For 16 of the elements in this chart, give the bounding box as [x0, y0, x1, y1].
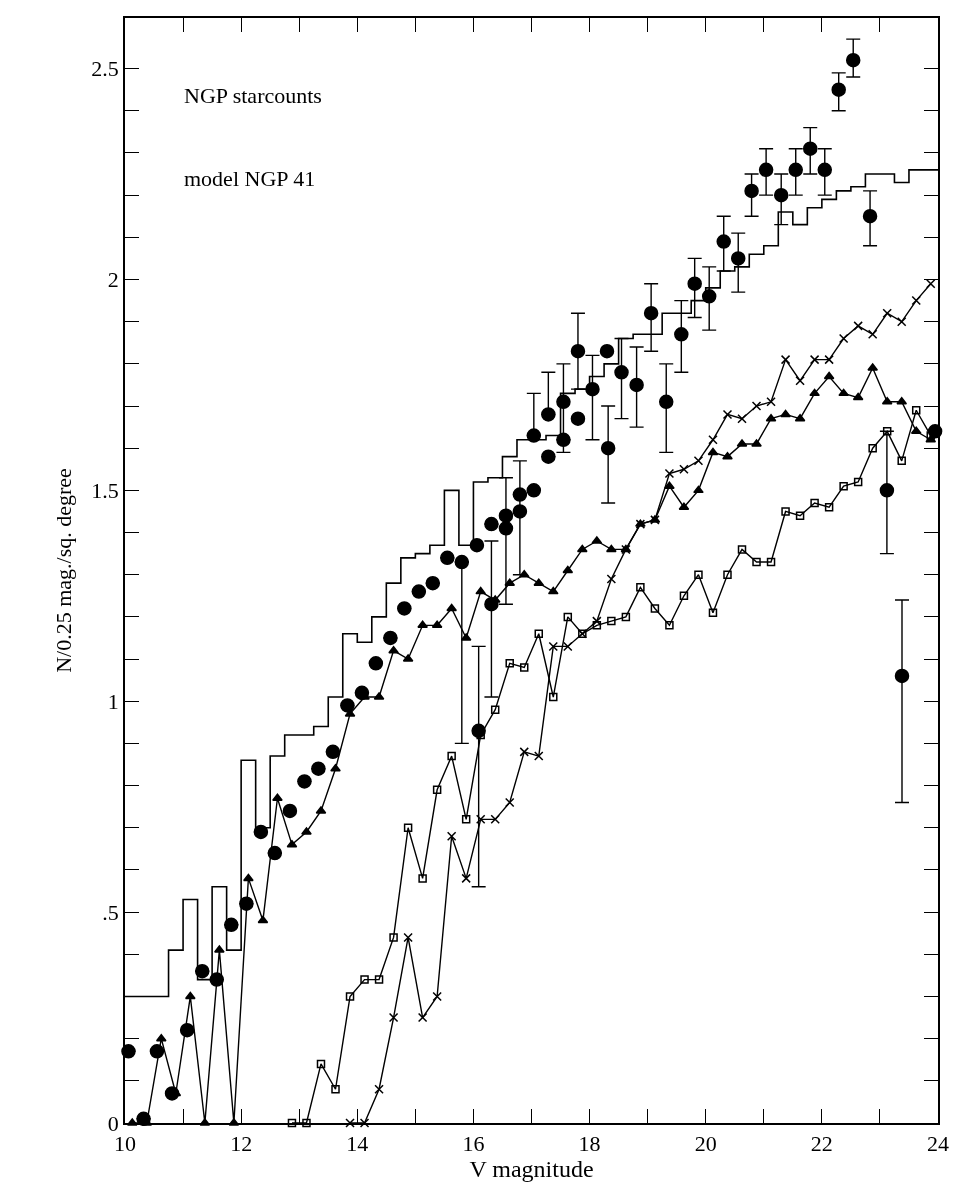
x-tick-label: 20 [694, 1131, 717, 1157]
y-tick-label: .5 [102, 899, 119, 925]
x-axis-title: V magnitude [469, 1156, 594, 1183]
x-tick-label: 24 [927, 1131, 949, 1157]
y-tick-label: 2 [107, 267, 119, 293]
y-tick-label: 2.5 [91, 56, 119, 82]
x-tick-label: 16 [462, 1131, 485, 1157]
x-tick-label: 14 [346, 1131, 369, 1157]
annotation: model NGP 41 [184, 166, 316, 191]
x-tick-label: 12 [230, 1131, 253, 1157]
y-tick-label: 1.5 [91, 478, 119, 504]
x-tick-label: 22 [810, 1131, 833, 1157]
y-axis-title: N/0.25 mag./sq. degree [50, 468, 76, 673]
annotation: NGP starcounts [184, 83, 322, 108]
x-tick-label: 18 [578, 1131, 601, 1157]
y-tick-label: 1 [107, 688, 119, 714]
